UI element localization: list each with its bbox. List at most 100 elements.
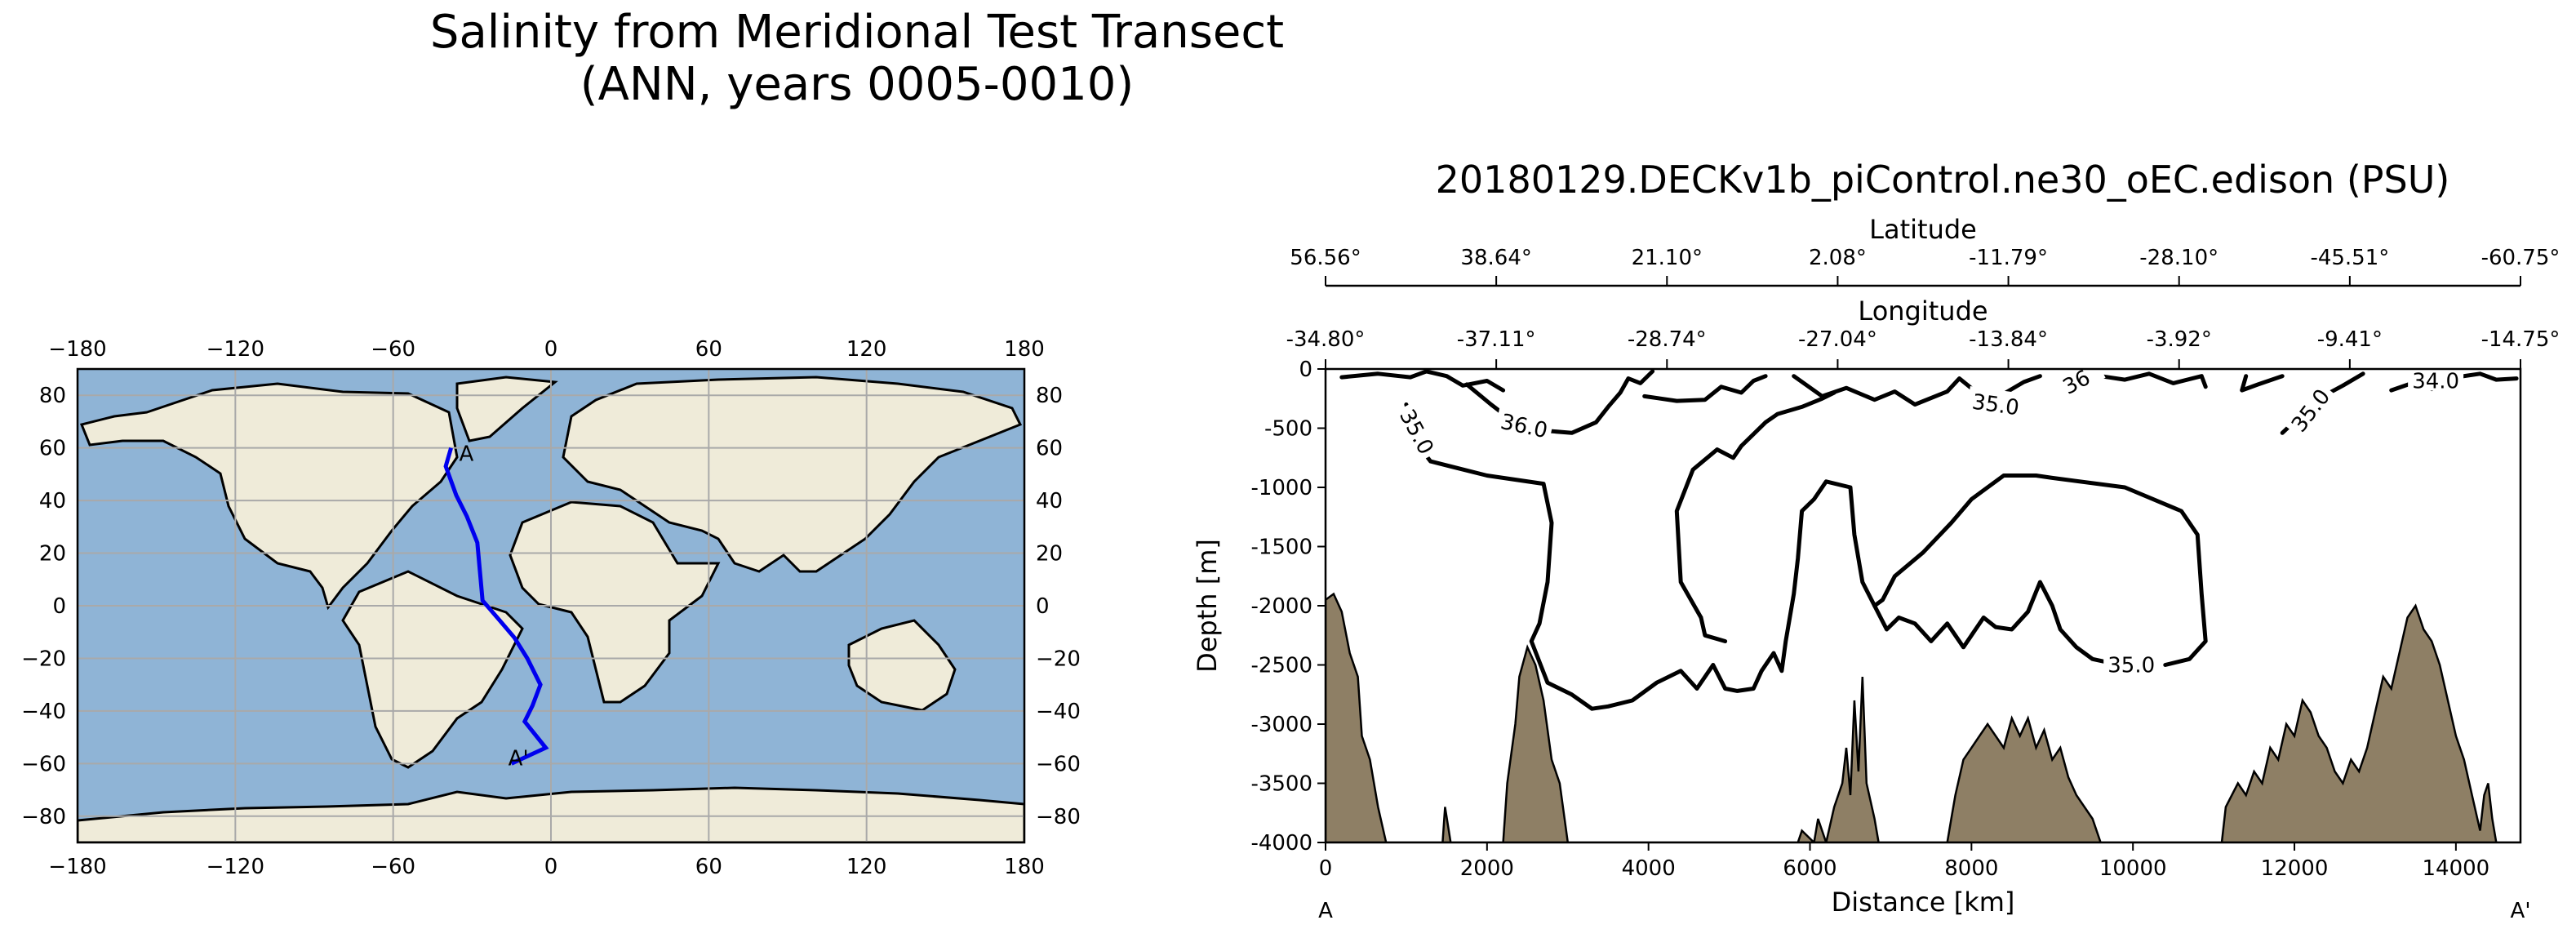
section-xtick-label: 0	[1319, 856, 1333, 881]
section-xtick-label: 12000	[2261, 856, 2329, 881]
contour-label-bg	[2281, 379, 2336, 438]
map-xtick-label-bottom: −180	[48, 855, 106, 879]
longitude-tick-label: -14.75°	[2481, 327, 2560, 352]
map-ytick-label-left: −20	[21, 647, 66, 671]
longitude-axis-label: Longitude	[1858, 296, 1988, 327]
map-ytick-label-left: 80	[39, 384, 66, 408]
section-xtick-label: 14000	[2423, 856, 2490, 881]
figure-title-line1: Salinity from Meridional Test Transect	[429, 6, 1285, 59]
bathymetry-fill	[1326, 592, 2520, 842]
map-xtick-label-bottom: 60	[695, 855, 722, 879]
land-north-america	[79, 382, 459, 611]
map-ytick-label-right: 60	[1036, 437, 1063, 461]
contour-line	[1404, 402, 2119, 711]
land-africa	[509, 500, 721, 704]
map-ytick-label-left: −40	[21, 700, 66, 724]
contour-label-bg	[1966, 385, 2026, 419]
map-ytick-label-left: 60	[39, 437, 66, 461]
map-xtick-label-top: −120	[207, 337, 264, 362]
contour-line	[2240, 374, 2285, 393]
map-xtick-label-bottom: −120	[207, 855, 264, 879]
map-ytick-label-right: 0	[1036, 594, 1050, 619]
figure-title: Salinity from Meridional Test Transect (…	[0, 7, 1714, 111]
map-ytick-label-right: 20	[1036, 542, 1063, 567]
section-end-label: A'	[2511, 899, 2531, 923]
map-frame	[76, 367, 1026, 844]
section-xtick-label: 6000	[1783, 856, 1837, 881]
contour-line	[1699, 616, 1728, 643]
section-plot-title: 20180129.DECKv1b_piControl.ne30_oEC.edis…	[1435, 158, 2450, 202]
contour-line	[1674, 390, 1837, 620]
section-start-label: A	[1318, 899, 1333, 923]
map-ytick-label-right: −60	[1036, 752, 1081, 776]
map-xtick-label-bottom: 180	[1004, 855, 1045, 879]
latitude-tick-label: 38.64°	[1460, 246, 1531, 270]
contour-line	[1642, 374, 1768, 403]
contour-label-bg	[1495, 405, 1555, 442]
section-ytick-label: -2500	[1250, 654, 1312, 678]
contour-line	[1872, 473, 2208, 667]
land-greenland	[455, 376, 558, 442]
transect-start-label: A	[460, 442, 474, 467]
map-ytick-label-left: −60	[21, 752, 66, 776]
longitude-tick-label: -3.92°	[2147, 327, 2212, 352]
latitude-tick-label: -11.79°	[1969, 246, 2048, 270]
map-longitude-ticks: −180 −180 −120 −120 −60 −60 0 0 60 60 120 120 180 180	[48, 337, 1045, 879]
contour-line	[1464, 369, 1655, 435]
map-panel: A A' −180 −180 −120 −120 −60 −60 0 0 60 60 120 120 1…	[21, 337, 1081, 879]
contour-line	[1339, 369, 1506, 393]
latitude-axis-label: Latitude	[1869, 214, 1977, 245]
map-ytick-label-left: 0	[52, 594, 66, 619]
contour-label: 34.0	[2412, 370, 2459, 394]
map-ytick-label-right: −80	[1036, 805, 1081, 829]
section-ytick-label: -2000	[1250, 594, 1312, 619]
map-xtick-label-top: 180	[1004, 337, 1045, 362]
section-ytick-label: -1000	[1250, 476, 1312, 500]
map-xtick-label-top: 120	[846, 337, 887, 362]
section-ytick-label: 0	[1299, 358, 1312, 382]
latitude-tick-label: -60.75°	[2481, 246, 2560, 270]
section-depth-ticks: 0 -500 -1000 -1500 -2000 -2500 -3000 -3500 -4000	[1250, 358, 1326, 856]
section-xlabel: Distance [km]	[1832, 887, 2015, 918]
section-distance-ticks: 0 2000 4000 6000 8000 10000 12000 14000	[1319, 842, 2489, 881]
section-xtick-label: 2000	[1460, 856, 1514, 881]
section-ytick-label: -3000	[1250, 713, 1312, 737]
latitude-axis-ticks: 56.56° 38.64° 21.10° 2.08° -11.79° -28.10° -45…	[1290, 246, 2560, 286]
section-frame	[1324, 367, 2522, 844]
contour-label-bg	[1395, 400, 1443, 461]
longitude-tick-label: -28.74°	[1628, 327, 1707, 352]
longitude-tick-label: -37.11°	[1457, 327, 1536, 352]
land-australia	[847, 619, 957, 712]
map-xtick-label-top: −180	[48, 337, 106, 362]
latitude-tick-label: 2.08°	[1809, 246, 1867, 270]
section-ytick-label: -3500	[1250, 772, 1312, 797]
transect-end-label: A'	[509, 746, 529, 771]
map-xtick-label-top: 0	[544, 337, 558, 362]
map-ytick-label-right: −20	[1036, 647, 1081, 671]
transect-line	[443, 447, 549, 766]
land-south-america	[341, 570, 524, 769]
map-xtick-label-bottom: 0	[544, 855, 558, 879]
map-ytick-label-right: 40	[1036, 489, 1063, 513]
latitude-tick-label: -28.10°	[2139, 246, 2218, 270]
section-xtick-label: 8000	[1944, 856, 1998, 881]
land-eurasia	[562, 376, 1023, 573]
map-ytick-label-right: −40	[1036, 700, 1081, 724]
latitude-tick-label: 56.56°	[1290, 246, 1361, 270]
map-xtick-label-bottom: 120	[846, 855, 887, 879]
longitude-tick-label: -9.41°	[2317, 327, 2383, 352]
map-xtick-label-bottom: −60	[371, 855, 415, 879]
section-xtick-label: 4000	[1622, 856, 1676, 881]
map-xtick-label-top: −60	[371, 337, 415, 362]
section-ylabel: Depth [m]	[1192, 539, 1223, 673]
map-latitude-ticks: 80 80 60 60 40 40 20 20 0 0 −20 −20 −40 −40 −60 −60 −80 −…	[21, 384, 1081, 829]
map-ytick-label-right: 80	[1036, 384, 1063, 408]
map-ytick-label-left: 20	[39, 542, 66, 567]
map-ytick-label-left: −80	[21, 805, 66, 829]
contour-label-bg	[2045, 356, 2106, 404]
section-xtick-label: 10000	[2099, 856, 2167, 881]
contour-label: 35.0	[2107, 654, 2155, 678]
